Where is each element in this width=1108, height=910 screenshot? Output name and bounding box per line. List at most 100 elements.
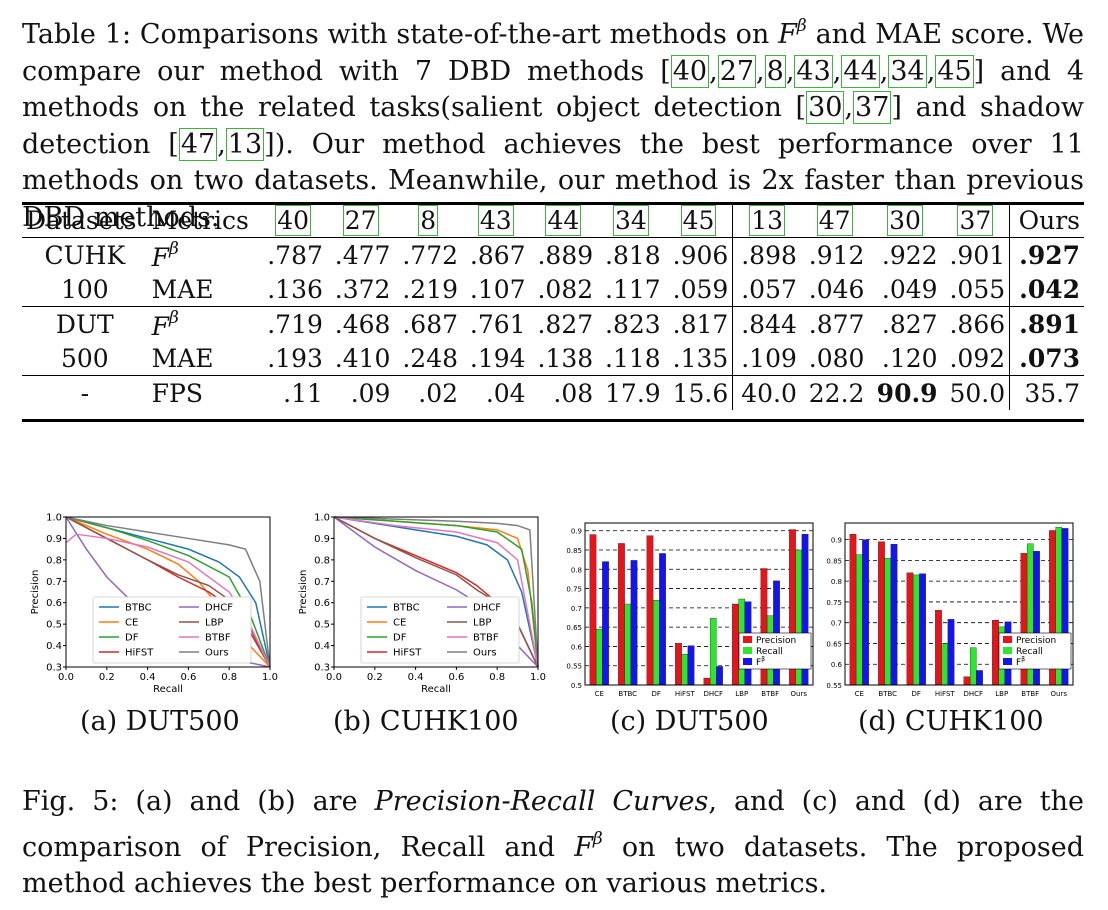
y-tick-label: 0.3 (314, 663, 330, 674)
value-cell: .042 (1009, 272, 1084, 307)
y-axis-label: Precision (298, 570, 309, 615)
y-tick-label: 0.6 (831, 661, 843, 669)
value-cell: 90.9 (868, 375, 942, 410)
citation-8[interactable]: 8 (764, 54, 786, 88)
table-header-cell[interactable]: 30 (887, 204, 923, 236)
table-header-cell: Metrics (151, 205, 249, 235)
y-tick-label: 0.4 (314, 641, 330, 652)
citation-13[interactable]: 13 (225, 127, 265, 161)
value-cell: .877 (800, 306, 869, 341)
bar-recall-btbc (884, 558, 892, 686)
legend-label-ce: CE (393, 618, 406, 629)
bar-precision-btbc (618, 543, 625, 686)
subfigure-label-a: (a) DUT500 (80, 706, 240, 737)
legend-box (92, 596, 252, 664)
bar-precision-lbp (732, 603, 739, 686)
value-cell: .787 (259, 237, 327, 272)
x-tick-label: DHCF (703, 690, 723, 698)
x-tick-label: 1.0 (262, 672, 278, 683)
x-tick-label: LBP (995, 690, 1008, 698)
value-cell: .248 (402, 343, 459, 373)
plot-frame (333, 516, 539, 668)
legend-swatch (743, 636, 752, 643)
x-tick-label: BTBC (878, 690, 897, 698)
value-cell: .922 (868, 237, 942, 272)
citation-27[interactable]: 27 (717, 54, 757, 88)
figure-caption-italic: Precision-Recall Curves (374, 786, 709, 817)
value-cell: .046 (808, 274, 865, 304)
table-header-cell[interactable]: 47 (816, 204, 853, 236)
value-cell: .109 (732, 341, 801, 376)
value-cell: .135 (672, 343, 729, 373)
subfigure-label-d: (d) CUHK100 (858, 706, 1044, 737)
citation-34[interactable]: 34 (888, 54, 927, 88)
f-symbol: F (778, 19, 797, 50)
table-header-cell[interactable]: 37 (957, 204, 994, 236)
y-tick-label: 0.6 (571, 643, 583, 651)
citation-37[interactable]: 37 (853, 91, 892, 124)
value-cell: .057 (732, 272, 801, 307)
table-header-cell[interactable]: 8 (418, 204, 439, 236)
table-header-cell[interactable]: 45 (680, 204, 717, 236)
legend-label-btbf: BTBF (205, 633, 231, 644)
value-cell: .136 (267, 274, 323, 304)
value-cell: .118 (605, 343, 661, 373)
x-tick-label: LBP (735, 690, 748, 698)
value-cell: .120 (881, 343, 938, 373)
value-cell: .772 (394, 237, 463, 272)
table-header-cell[interactable]: 34 (613, 204, 649, 236)
bar-f-ce (602, 561, 609, 686)
dataset-cell: DUT (22, 306, 148, 341)
value-cell: .372 (334, 274, 391, 304)
legend-label-ours: Ours (473, 648, 497, 659)
value-cell: .827 (868, 306, 942, 341)
y-tick-label: 0.3 (46, 663, 62, 674)
bar-f-btbc (630, 560, 638, 686)
value-cell: .049 (881, 274, 938, 304)
series-line-df (333, 516, 539, 668)
value-cell: .823 (597, 306, 665, 341)
table-header-cell[interactable]: 44 (545, 204, 582, 236)
x-tick-label: 0.6 (180, 672, 196, 683)
bar-precision-lbp (992, 620, 999, 686)
y-tick-label: 1.0 (46, 513, 62, 524)
value-cell: .817 (664, 306, 733, 341)
citation-44[interactable]: 44 (841, 54, 880, 88)
citation-45[interactable]: 45 (935, 54, 974, 88)
plot-frame (584, 522, 814, 686)
legend-label: Fβ (1016, 656, 1025, 668)
plot-frame (65, 516, 271, 668)
x-tick-label: 0.4 (408, 672, 424, 683)
citation-40[interactable]: 40 (670, 54, 710, 88)
legend-swatch (1003, 658, 1012, 665)
y-tick-label: 0.5 (314, 620, 330, 631)
x-tick-label: DF (652, 690, 661, 698)
citation-43[interactable]: 43 (794, 54, 833, 88)
bar-precision-dhcf (703, 677, 711, 686)
y-tick-label: 0.75 (826, 599, 842, 607)
y-tick-label: 0.55 (566, 663, 582, 671)
dataset-cell: 500 (60, 343, 109, 373)
legend-label-df: DF (125, 633, 139, 644)
citation-30[interactable]: 30 (806, 91, 845, 124)
bar-f-btbc (890, 544, 898, 686)
bar-precision-ce (849, 534, 857, 686)
y-tick-label: 0.9 (314, 534, 330, 545)
table-header-cell[interactable]: 27 (342, 204, 379, 236)
bar-recall-hifst (941, 643, 949, 686)
value-cell: .02 (394, 375, 463, 410)
y-tick-label: 0.9 (571, 528, 582, 536)
bar-precision-hifst (675, 643, 682, 686)
value-cell: .866 (941, 306, 1010, 341)
table-top-rule (22, 202, 1084, 205)
table-header-cell[interactable]: 13 (732, 203, 801, 238)
dataset-cell: - (22, 375, 148, 410)
citation-47[interactable]: 47 (178, 127, 218, 161)
x-tick-label: 0.8 (221, 672, 237, 683)
table-header-cell[interactable]: 40 (275, 204, 312, 236)
value-cell: .04 (462, 375, 530, 410)
x-tick-label: Ours (1051, 690, 1068, 698)
x-tick-label: CE (855, 690, 864, 698)
table-header-cell[interactable]: 43 (477, 204, 514, 236)
bar-f-df (919, 573, 926, 686)
